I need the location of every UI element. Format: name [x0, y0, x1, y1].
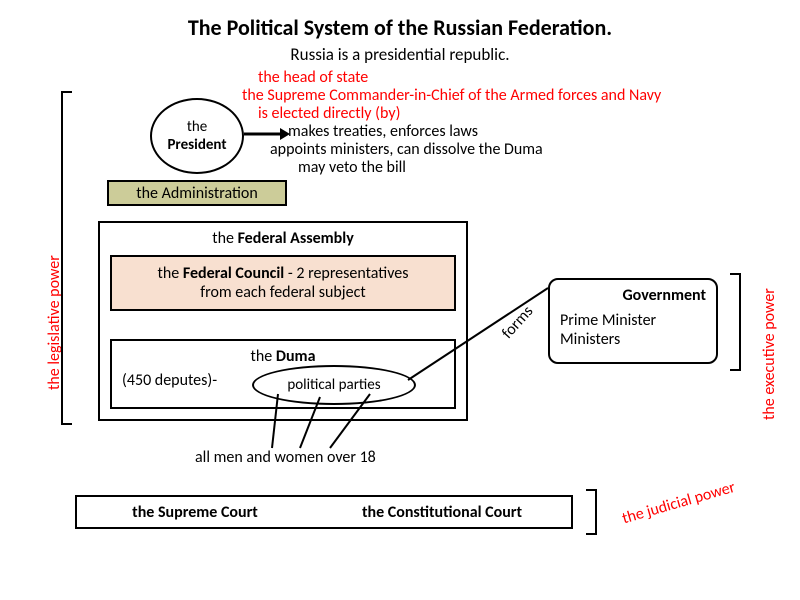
president-node: the President	[150, 98, 244, 174]
page-title: The Political System of the Russian Fede…	[0, 14, 800, 41]
president-line2: President	[167, 136, 226, 154]
president-func-3: may veto the bill	[298, 158, 406, 177]
government-ministers: Ministers	[560, 330, 706, 349]
government-pm: Prime Minister	[560, 311, 706, 330]
duma-deputes: (450 deputes)-	[122, 371, 217, 390]
president-role-3: is elected directly (by)	[258, 104, 400, 123]
president-line1: the	[187, 118, 207, 136]
president-role-2: the Supreme Commander-in-Chief of the Ar…	[242, 86, 661, 105]
political-parties-node: political parties	[252, 365, 416, 405]
president-func-2: appoints ministers, can dissolve the Dum…	[270, 140, 543, 159]
duma-box: the Duma (450 deputes)- political partie…	[110, 339, 456, 409]
forms-label: forms	[498, 302, 537, 343]
constitutional-court-box: the Constitutional Court	[313, 495, 573, 529]
voters-label: all men and women over 18	[195, 448, 376, 467]
judicial-label: the judicial power	[620, 478, 737, 528]
government-title: Government	[560, 286, 706, 305]
legislative-label: the legislative power	[45, 255, 64, 390]
president-role-1: the head of state	[258, 68, 368, 87]
federal-assembly-title: the Federal Assembly	[100, 229, 466, 248]
president-func-1: makes treaties, enforces laws	[288, 122, 478, 141]
executive-label: the executive power	[760, 288, 779, 420]
government-box: Government Prime Minister Ministers	[548, 278, 718, 364]
supreme-court-box: the Supreme Court	[75, 495, 315, 529]
page-subtitle: Russia is a presidential republic.	[0, 44, 800, 65]
federal-assembly-box: the Federal Assembly the Federal Council…	[98, 221, 468, 421]
administration-box: the Administration	[107, 180, 287, 206]
federal-council-box: the Federal Council - 2 representatives …	[110, 255, 456, 311]
